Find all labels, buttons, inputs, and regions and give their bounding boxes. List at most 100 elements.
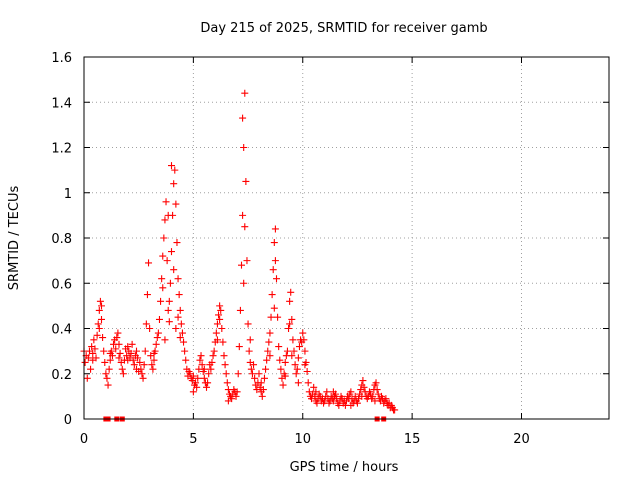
data-point [91,345,99,353]
data-point [267,313,275,321]
data-point [174,275,182,283]
x-tick-label: 5 [189,432,197,447]
data-point [118,365,126,373]
data-point [246,336,254,344]
data-point [142,320,150,328]
data-point [160,234,168,242]
data-point [198,361,206,369]
data-point [161,216,169,224]
data-point [163,257,171,265]
data-point [251,374,259,382]
data-point [241,223,249,231]
data-point [83,374,91,382]
data-point [94,320,102,328]
data-point [159,284,167,292]
data-point [146,325,154,332]
data-point [200,374,208,382]
data-point [168,162,175,170]
data-point [189,388,197,396]
data-point [224,397,232,405]
data-point [115,340,123,348]
data-point [303,367,311,375]
data-point [95,325,103,332]
data-point [241,89,249,97]
data-point [84,354,92,362]
axis-ticks: 0 0.2 0.4 0.6 0.8 1 1.2 1.4 1.6 0 5 10 15 20 [51,51,609,447]
data-point [217,306,225,314]
data-point [213,320,221,328]
data-point [300,336,308,344]
data-point [359,377,367,385]
data-point [181,347,189,355]
data-point [240,144,248,151]
data-point [329,388,337,396]
data-point [255,370,263,378]
y-tick-label: 0.2 [51,368,72,383]
data-point [134,354,142,362]
data-point [238,261,245,269]
data-point [180,338,188,346]
data-point [219,338,227,346]
x-tick-label: 0 [80,432,88,447]
data-point [200,365,208,373]
data-point [133,347,140,355]
data-point [112,345,120,353]
grid-lines [84,57,609,419]
data-point [281,358,289,366]
chart-title: Day 215 of 2025, SRMTID for receiver gam… [200,21,487,36]
data-point [141,347,149,355]
data-point [358,392,366,400]
data-point [274,313,282,321]
data-point [235,343,243,351]
data-point [273,275,280,283]
data-point [175,291,183,299]
data-point [290,347,298,355]
data-point [248,370,256,378]
data-point [192,379,200,387]
data-point [244,320,252,328]
y-tick-label: 0.6 [51,277,72,292]
data-point [136,358,144,366]
y-tick-label: 1 [64,187,72,202]
data-point [264,347,272,355]
y-tick-label: 1.2 [51,142,72,157]
data-point [106,356,114,364]
data-point [168,248,175,256]
data-point [208,358,216,366]
data-point [154,329,162,337]
data-point [114,329,122,337]
data-point [165,318,173,326]
data-point [182,356,190,364]
data-point [373,386,381,394]
data-point [294,379,302,387]
data-point [130,361,138,369]
data-point [245,347,253,355]
data-point [115,354,123,362]
data-point [104,381,112,389]
data-point [207,365,215,373]
data-point [203,383,210,391]
data-point [287,288,295,296]
data-point [239,114,247,122]
data-point [164,211,172,219]
data-point [220,352,228,360]
data-point [176,306,184,314]
data-point [232,392,240,400]
data-point [166,279,174,287]
y-tick-label: 0.4 [51,323,72,338]
data-points [80,89,399,422]
data-point [281,372,289,380]
data-point [293,365,301,373]
x-tick-label: 15 [404,432,421,447]
data-point [286,320,294,328]
data-point [277,365,285,373]
data-point [271,225,279,233]
data-point [204,379,212,387]
data-point [310,383,318,391]
data-point [93,331,101,339]
data-point [382,395,390,403]
data-point [119,370,127,378]
data-point [279,381,287,389]
data-point [161,336,169,344]
data-point [209,352,217,360]
